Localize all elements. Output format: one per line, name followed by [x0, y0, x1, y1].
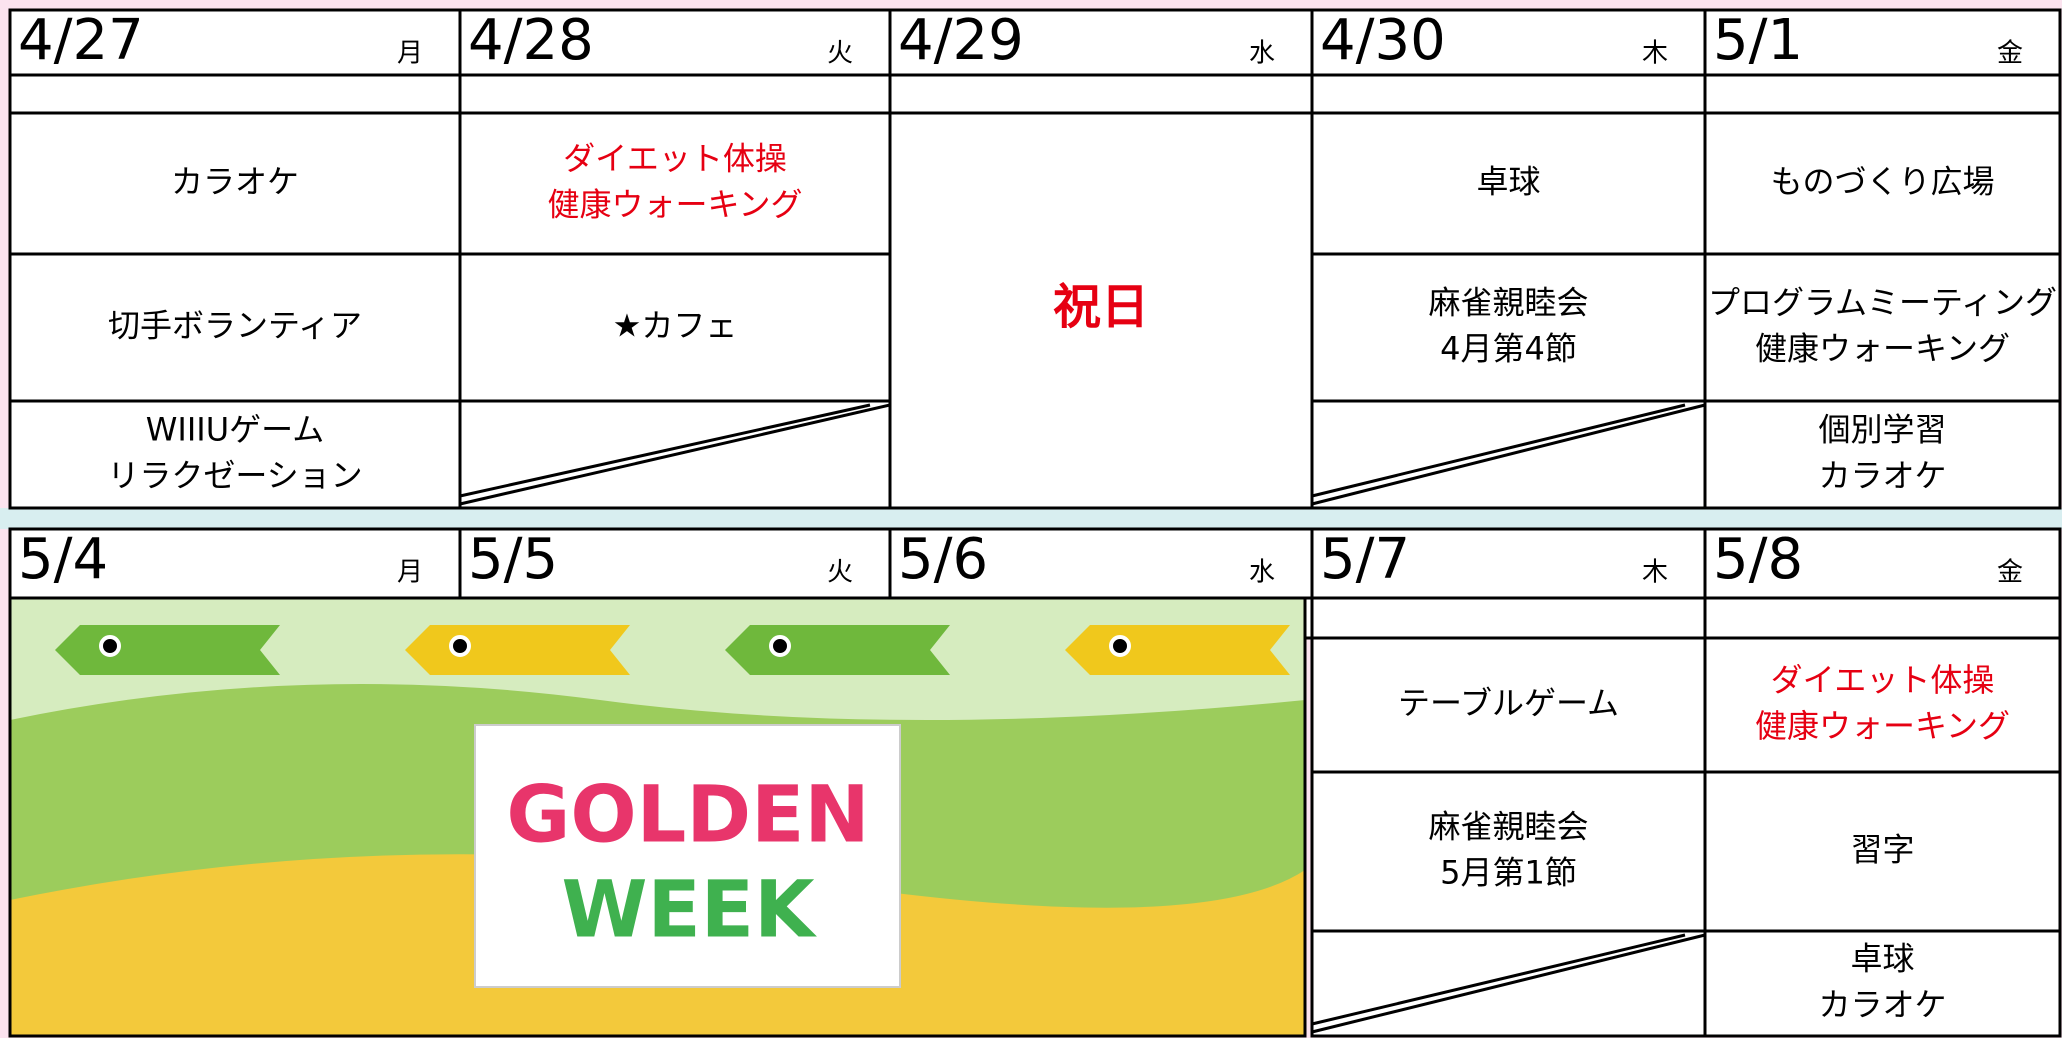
date-cell — [8, 527, 462, 600]
slot-cell — [8, 252, 462, 403]
date: 4/27 — [18, 8, 144, 73]
blank-cell — [888, 73, 1314, 115]
date: 5/5 — [468, 527, 558, 592]
slash — [459, 403, 891, 506]
slash — [1311, 933, 1686, 1026]
slot-cell — [1310, 636, 1707, 774]
carp-eye — [449, 635, 471, 657]
activity-text: 健康ウォーキング — [1755, 707, 2010, 745]
weekday: 木 — [1642, 558, 1668, 588]
banner-title: WEEK — [561, 865, 817, 955]
weekday: 金 — [1997, 39, 2023, 69]
activity-text: カラオケ — [1818, 986, 1946, 1024]
date: 4/28 — [468, 8, 594, 73]
slot-cell — [458, 111, 892, 256]
weekday: 火 — [827, 39, 853, 69]
activity-text: リラクゼーション — [107, 457, 362, 495]
slot-cell — [1703, 252, 2062, 403]
activity-text: ★カフェ — [613, 307, 738, 345]
blank-cell — [1703, 596, 2062, 640]
weekday: 金 — [1997, 558, 2023, 588]
week-gap — [0, 508, 2062, 529]
date: 5/8 — [1713, 527, 1803, 592]
blank-cell — [1703, 73, 2062, 115]
activity-text: 卓球 — [1850, 939, 1914, 977]
slot-cell — [8, 111, 462, 256]
activity-text: ものづくり広場 — [1770, 163, 1994, 201]
date-cell — [1703, 8, 2062, 77]
activity-text: 健康ウォーキング — [547, 186, 802, 224]
activity-text: WIIIUゲーム — [146, 410, 324, 448]
slot-cell — [1703, 770, 2062, 933]
activity-text: ダイエット体操 — [563, 139, 787, 177]
activity-text: テーブルゲーム — [1398, 684, 1619, 722]
activity-text: 4月第4節 — [1440, 330, 1577, 368]
date-cell — [8, 8, 462, 77]
slot-cell — [1310, 111, 1707, 256]
banner-border — [8, 596, 1307, 1038]
activity-text: 麻雀親睦会 — [1428, 283, 1588, 321]
weekday: 火 — [827, 558, 853, 588]
slot-cell — [1703, 929, 2062, 1038]
date: 4/29 — [898, 8, 1024, 73]
activity-text: 習字 — [1850, 831, 1914, 869]
weekday: 水 — [1249, 39, 1275, 69]
activity-text: 麻雀親睦会 — [1428, 807, 1588, 845]
weekday: 木 — [1642, 39, 1668, 69]
slot-cell — [1703, 399, 2062, 510]
slash — [1311, 403, 1686, 498]
activity-text: 健康ウォーキング — [1755, 330, 2010, 368]
activity-text: カラオケ — [171, 163, 299, 201]
blank-cell — [458, 73, 892, 115]
activity-text: ダイエット体操 — [1771, 661, 1995, 699]
blank-cell — [1310, 73, 1707, 115]
slot-cell — [1310, 252, 1707, 403]
date: 5/4 — [18, 527, 108, 592]
weekday: 月 — [397, 39, 423, 69]
slash — [1311, 933, 1706, 1034]
activity-text: 5月第1節 — [1440, 854, 1577, 892]
date: 5/6 — [898, 527, 988, 592]
activity-text: プログラムミーティング — [1708, 283, 2057, 321]
slot-cell — [1310, 770, 1707, 933]
blank-cell — [8, 73, 462, 115]
banner-card — [474, 724, 901, 988]
carp — [55, 625, 280, 675]
date: 5/7 — [1320, 527, 1410, 592]
slot-cell — [1703, 636, 2062, 774]
activity-text: 切手ボランティア — [108, 307, 362, 345]
carp — [1065, 625, 1290, 675]
slot-cell — [8, 399, 462, 510]
banner-title: GOLDEN — [506, 770, 869, 860]
date: 5/1 — [1713, 8, 1803, 73]
holiday-cell — [888, 111, 1314, 510]
activity-text: カラオケ — [1818, 457, 1946, 495]
weekday: 月 — [397, 558, 423, 588]
activity-text: 卓球 — [1476, 163, 1540, 201]
holiday: 祝日 — [1053, 279, 1149, 335]
slash — [1311, 403, 1706, 506]
carp-eye — [1109, 635, 1131, 657]
carp — [405, 625, 630, 675]
carp — [725, 625, 950, 675]
date-cell — [1703, 527, 2062, 600]
activity-text: 個別学習 — [1818, 410, 1946, 448]
date: 4/30 — [1320, 8, 1446, 73]
slot-cell — [1703, 111, 2062, 256]
blank-cell — [1310, 596, 1707, 640]
slash — [459, 403, 871, 498]
weekday: 水 — [1249, 558, 1275, 588]
carp-eye — [769, 635, 791, 657]
carp-eye — [99, 635, 121, 657]
